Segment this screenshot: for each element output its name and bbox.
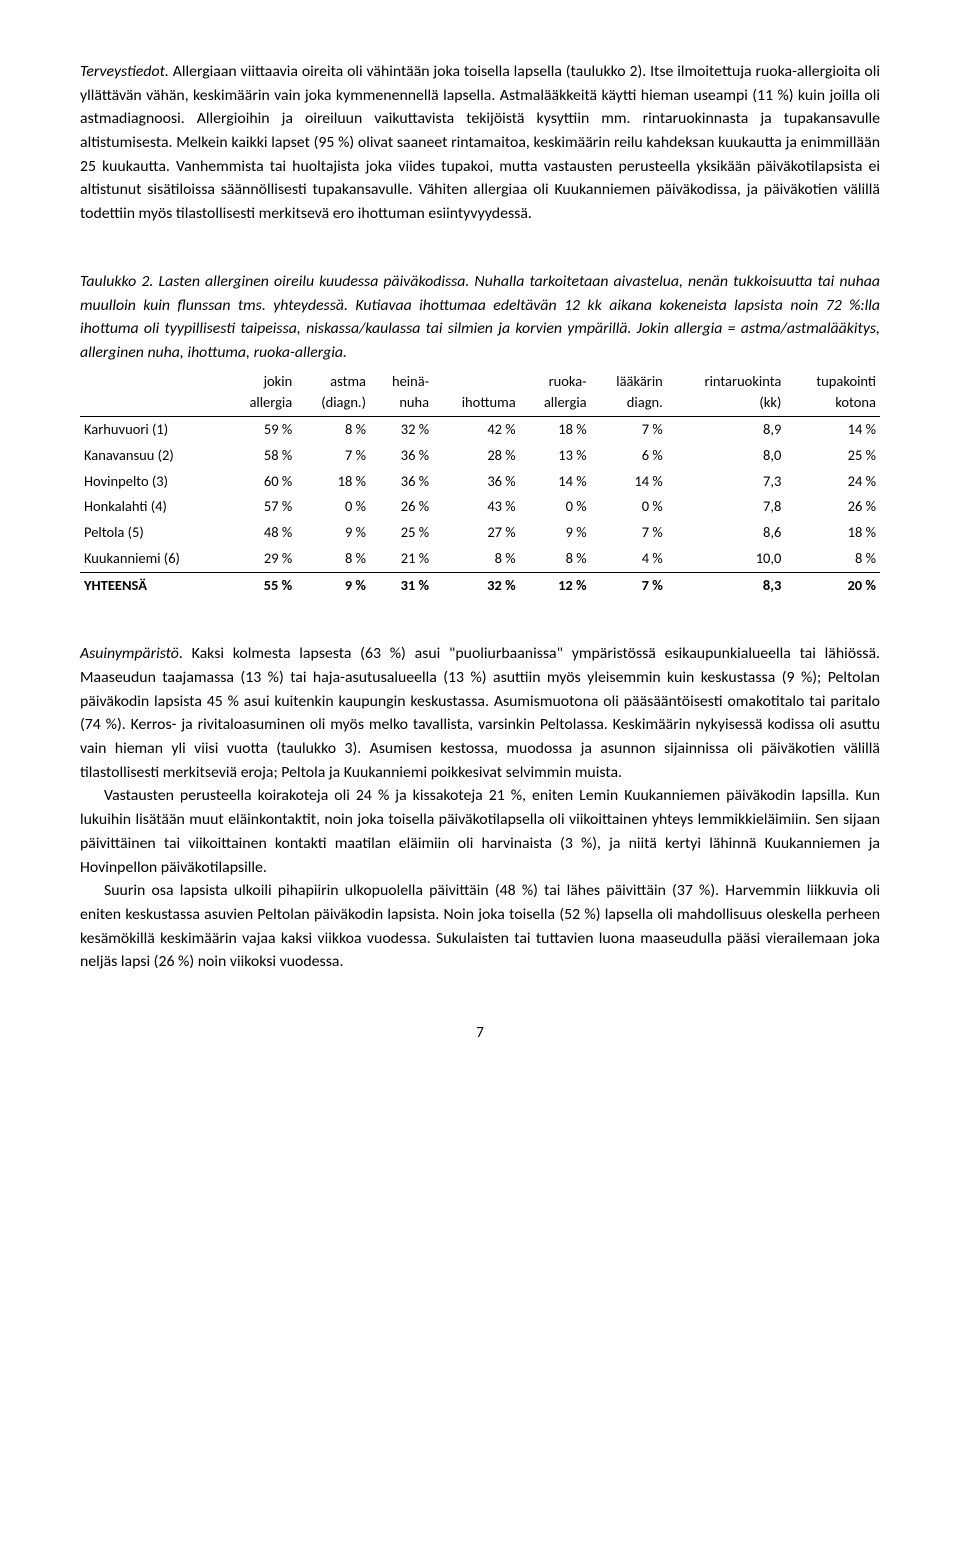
table-row-total: YHTEENSÄ55 %9 %31 %32 %12 %7 %8,320 % (80, 572, 880, 598)
para2-lead: Asuinympäristö (80, 644, 179, 663)
paragraph-koirakodit: Vastausten perusteella koirakoteja oli 2… (80, 784, 880, 879)
table-row: Kanavansuu (2)58 %7 %36 %28 %13 %6 %8,02… (80, 443, 880, 469)
table-row: Karhuvuori (1)59 %8 %32 %42 %18 %7 %8,91… (80, 417, 880, 443)
allergy-table: jokinallergia astma(diagn.) heinä-nuha i… (80, 369, 880, 599)
para1-lead: Terveystiedot. (80, 62, 169, 81)
paragraph-asuinymparisto: Asuinympäristö. Kaksi kolmesta lapsesta … (80, 642, 880, 784)
table-body: Karhuvuori (1)59 %8 %32 %42 %18 %7 %8,91… (80, 417, 880, 599)
table-caption: Taulukko 2. Lasten allerginen oireilu ku… (80, 270, 880, 365)
th-astma: astma(diagn.) (296, 369, 370, 417)
table-row: Hovinpelto (3)60 %18 %36 %36 %14 %14 %7,… (80, 469, 880, 495)
table-row: Peltola (5)48 %9 %25 %27 %9 %7 %8,618 % (80, 520, 880, 546)
th-heinanuha: heinä-nuha (370, 369, 433, 417)
table-row: Kuukanniemi (6)29 %8 %21 %8 %8 %4 %10,08… (80, 546, 880, 572)
table-row: Honkalahti (4)57 %0 %26 %43 %0 %0 %7,826… (80, 494, 880, 520)
paragraph-terveystiedot: Terveystiedot. Allergiaan viittaavia oir… (80, 60, 880, 226)
th-tupakointi: tupakointikotona (785, 369, 880, 417)
th-name (80, 369, 225, 417)
page-number: 7 (80, 1022, 880, 1045)
th-rintaruokinta: rintaruokinta(kk) (667, 369, 786, 417)
para1-body: Allergiaan viittaavia oireita oli vähint… (80, 62, 880, 223)
para2-body: . Kaksi kolmesta lapsesta (63 %) asui "p… (80, 644, 880, 781)
th-ihottuma: ihottuma (433, 369, 520, 417)
paragraph-ulkoilu: Suurin osa lapsista ulkoili pihapiirin u… (80, 879, 880, 974)
th-jokin: jokinallergia (225, 369, 296, 417)
th-laakarin: lääkärindiagn. (591, 369, 667, 417)
th-ruoka: ruoka-allergia (520, 369, 591, 417)
